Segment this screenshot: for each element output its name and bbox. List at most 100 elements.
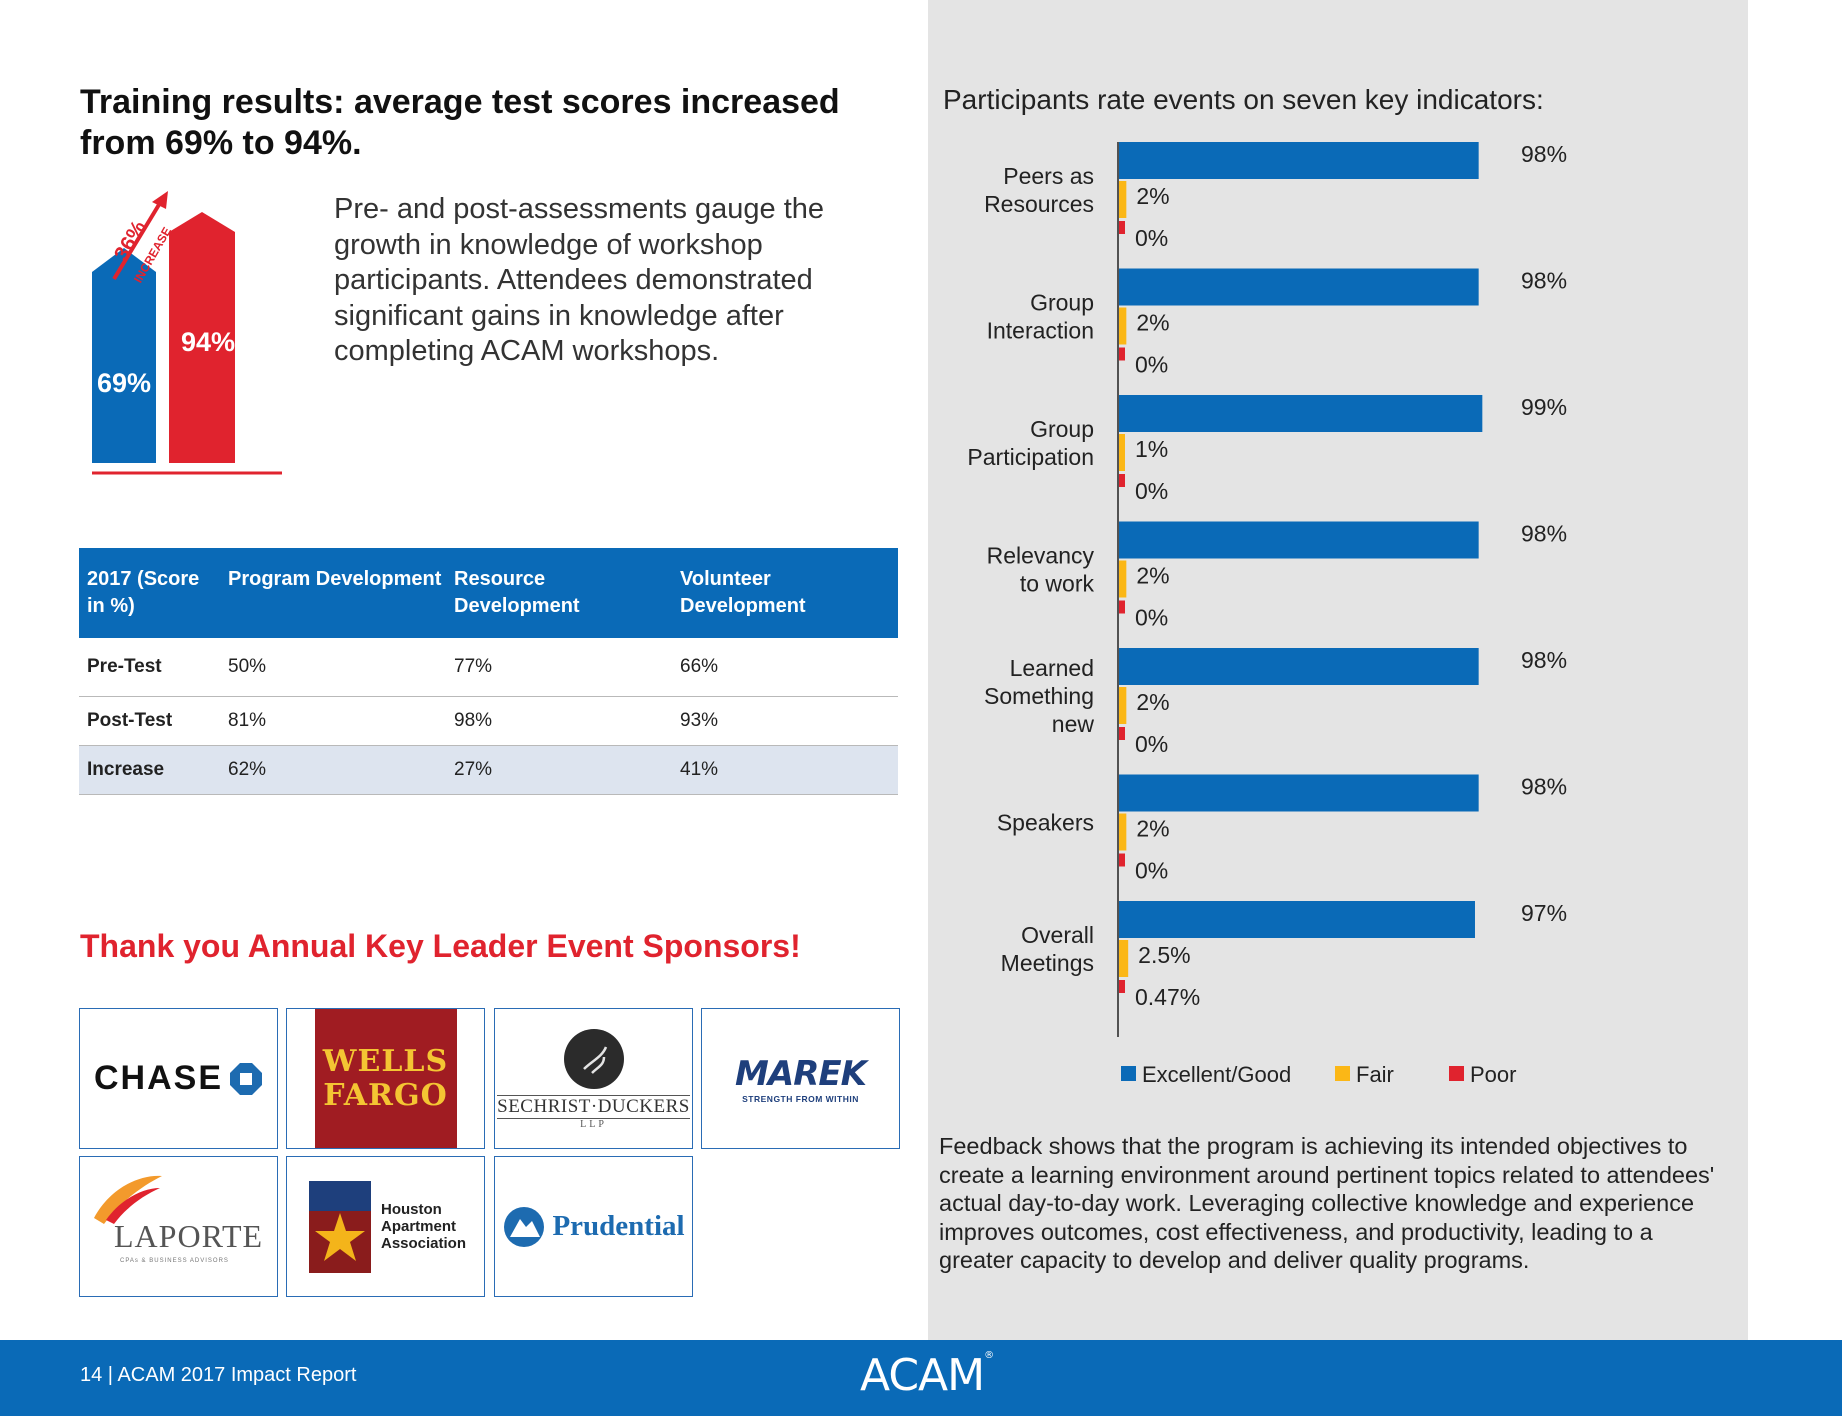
page-headline: Training results: average test scores in… [80,83,840,162]
data-label: 2% [1136,689,1169,715]
left-column: Training results: average test scores in… [0,0,928,1340]
bar-excellent-good [1119,395,1483,432]
sponsor-logo-chase: CHASE [79,1008,278,1149]
laporte-tagline: CPAs & BUSINESS ADVISORS [120,1258,229,1264]
bar-fair [1119,687,1127,724]
pre-score-bar [92,248,156,463]
increase-arrowhead [152,191,168,209]
post-score-label: 94% [181,327,235,357]
category-label: Meetings [1001,950,1094,976]
haa-line3: Association [380,1235,467,1252]
sechrist-emblem-icon [563,1029,624,1089]
data-label: 1% [1135,436,1168,462]
sechrist-wordmark: SECHRIST·DUCKERS [497,1095,690,1119]
header-resource: Resource Development [454,568,580,617]
acam-logo-text: ACAM [860,1350,985,1401]
prudential-logo: Prudential [502,1205,685,1249]
data-label: 97% [1521,900,1567,926]
category-label: Something [984,683,1094,709]
data-label: 0% [1135,731,1168,757]
chase-logo: CHASE [94,1059,263,1098]
haa-emblem-icon [308,1180,371,1273]
data-label: 2.5% [1138,942,1190,968]
table-row: Post-Test 81% 98% 93% [79,697,898,746]
legend-label: Fair [1356,1062,1394,1087]
cell-program: 81% [228,710,267,731]
wells-fargo-line1: WELLS [322,1043,449,1079]
laporte-logo: LAPORTE CPAs & BUSINESS ADVISORS [80,1157,277,1296]
table-row: Pre-Test 50% 77% 66% [79,638,898,697]
score-table: 2017 (Score in %) Program Development Re… [79,548,898,795]
test-score-infographic: 69% 94% 36% INCREASE [92,191,282,475]
haa-line2: Apartment [380,1218,456,1235]
wells-fargo-logo: WELLS FARGO [314,1009,457,1148]
legend-swatch [1449,1066,1464,1081]
chase-octagon-icon [230,1062,263,1095]
sechrist-llp: LLP [580,1119,607,1130]
acam-logo: ACAM® [860,1350,994,1401]
laporte-swoosh-icon [94,1175,162,1224]
bar-poor [1119,474,1125,487]
category-label: Speakers [997,810,1094,836]
data-label: 2% [1136,563,1169,589]
bar-poor [1119,853,1125,867]
data-label: 2% [1136,310,1169,336]
laporte-wordmark: LAPORTE [114,1218,264,1254]
sechrist-duckers-logo: SECHRIST·DUCKERS LLP [497,1027,690,1130]
data-label: 0% [1135,225,1168,251]
legend-swatch [1121,1066,1136,1081]
prudential-rock-icon [504,1206,545,1247]
cell-program: 62% [228,759,267,780]
table-header: 2017 (Score in %) Program Development Re… [79,548,898,638]
bar-excellent-good [1119,774,1479,812]
bar-poor [1119,727,1125,740]
cell-resource: 27% [454,759,493,780]
header-program: Program Development [228,568,442,590]
haa-text-block: Houston Apartment Association [381,1201,466,1252]
category-label: Peers as [1003,163,1094,189]
pre-score-label: 69% [97,368,151,398]
bar-poor [1119,221,1125,234]
data-label: 2% [1136,183,1169,209]
bar-poor [1119,347,1125,361]
marek-tagline: STRENGTH FROM WITHIN [742,1093,859,1104]
category-label: new [1052,711,1095,737]
post-score-bar [169,212,235,463]
category-label: Overall [1021,922,1094,948]
chase-wordmark: CHASE [93,1059,224,1097]
table-row: Increase 62% 27% 41% [79,746,898,795]
data-label: 98% [1521,647,1567,673]
data-label: 0% [1135,858,1168,884]
legend-swatch [1335,1066,1350,1081]
header-year: 2017 (Score in %) [87,568,200,617]
sponsor-logo-sechrist-duckers: SECHRIST·DUCKERS LLP [494,1008,693,1149]
bar-fair [1119,307,1127,345]
cell-resource: 98% [454,710,493,731]
marek-logo: MAREK STRENGTH FROM WITHIN [735,1054,867,1104]
legend-label: Excellent/Good [1142,1062,1291,1087]
bar-fair [1119,434,1125,471]
data-label: 98% [1521,774,1567,800]
bar-excellent-good [1119,268,1479,306]
category-label: Interaction [987,318,1094,344]
footer-page-label: 14 | ACAM 2017 Impact Report [80,1364,357,1386]
sponsor-logo-prudential: Prudential [494,1156,693,1297]
row-label: Post-Test [87,710,173,731]
data-label: 0.47% [1135,984,1200,1010]
data-label: 98% [1521,141,1567,167]
cell-resource: 77% [454,656,493,677]
data-label: 98% [1521,521,1567,547]
cell-volunteer: 66% [680,656,719,677]
page-footer: 14 | ACAM 2017 Impact Report ACAM® [0,1340,1842,1416]
haa-line1: Houston [380,1201,442,1218]
bar-excellent-good [1119,648,1479,685]
data-label: 0% [1135,605,1168,631]
row-label: Pre-Test [87,656,162,677]
data-label: 0% [1135,352,1168,378]
bar-excellent-good [1119,901,1475,938]
increase-arrow [112,196,165,281]
ratings-bar-chart: Peers asResources98%2%0%GroupInteraction… [967,141,1567,1087]
right-column: Participants rate events on seven key in… [928,0,1748,1340]
data-label: 98% [1521,268,1567,294]
bar-excellent-good [1119,142,1479,179]
